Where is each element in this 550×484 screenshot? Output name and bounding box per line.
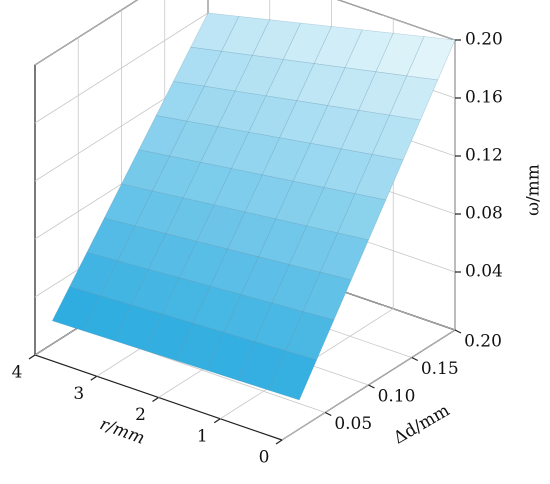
z-tick-label: 0.20 (465, 30, 503, 50)
y-tick-label: 0.05 (334, 414, 372, 434)
surface-patch (82, 295, 132, 341)
z-axis-label: ω/mm (524, 164, 544, 216)
surface-patch (69, 252, 119, 297)
grid-line (34, 12, 209, 124)
y-tick (454, 329, 462, 334)
axes: 012340.050.100.150.200.040.080.120.160.2… (12, 30, 503, 468)
surface-patch (354, 154, 404, 201)
surface-patch (258, 218, 308, 265)
y-tick (324, 411, 332, 417)
y-tick-label: 0.15 (421, 359, 459, 379)
surface-patch (268, 350, 318, 401)
surface-patch (51, 286, 101, 332)
x-tick (28, 354, 36, 360)
x-tick (275, 439, 283, 445)
x-tick (213, 418, 221, 424)
y-tick (368, 384, 375, 389)
x-tick-label: 3 (73, 384, 84, 404)
x-tick-label: 2 (135, 405, 146, 425)
y-tick (411, 356, 419, 362)
z-tick-label: 0.12 (465, 146, 503, 166)
surface-patch (285, 311, 335, 361)
surface-patch (389, 75, 439, 121)
grid-line (337, 0, 456, 41)
x-tick-label: 0 (259, 448, 270, 468)
x-tick-label: 1 (197, 426, 208, 446)
surface-patch (337, 193, 387, 241)
z-tick-label: 0.04 (465, 262, 503, 282)
x-tick (152, 397, 159, 402)
y-tick-label: 0.20 (464, 332, 502, 352)
surface-patch (306, 187, 356, 234)
y-axis-label: Δd/mm (390, 401, 453, 449)
grid-line (34, 0, 138, 66)
x-tick-label: 4 (12, 363, 23, 383)
z-tick-label: 0.08 (465, 204, 503, 224)
y-tick-label: 0.10 (378, 387, 416, 407)
surface (51, 12, 456, 401)
x-tick (90, 375, 98, 381)
surface-patch (209, 248, 259, 296)
z-tick-label: 0.16 (465, 88, 503, 108)
